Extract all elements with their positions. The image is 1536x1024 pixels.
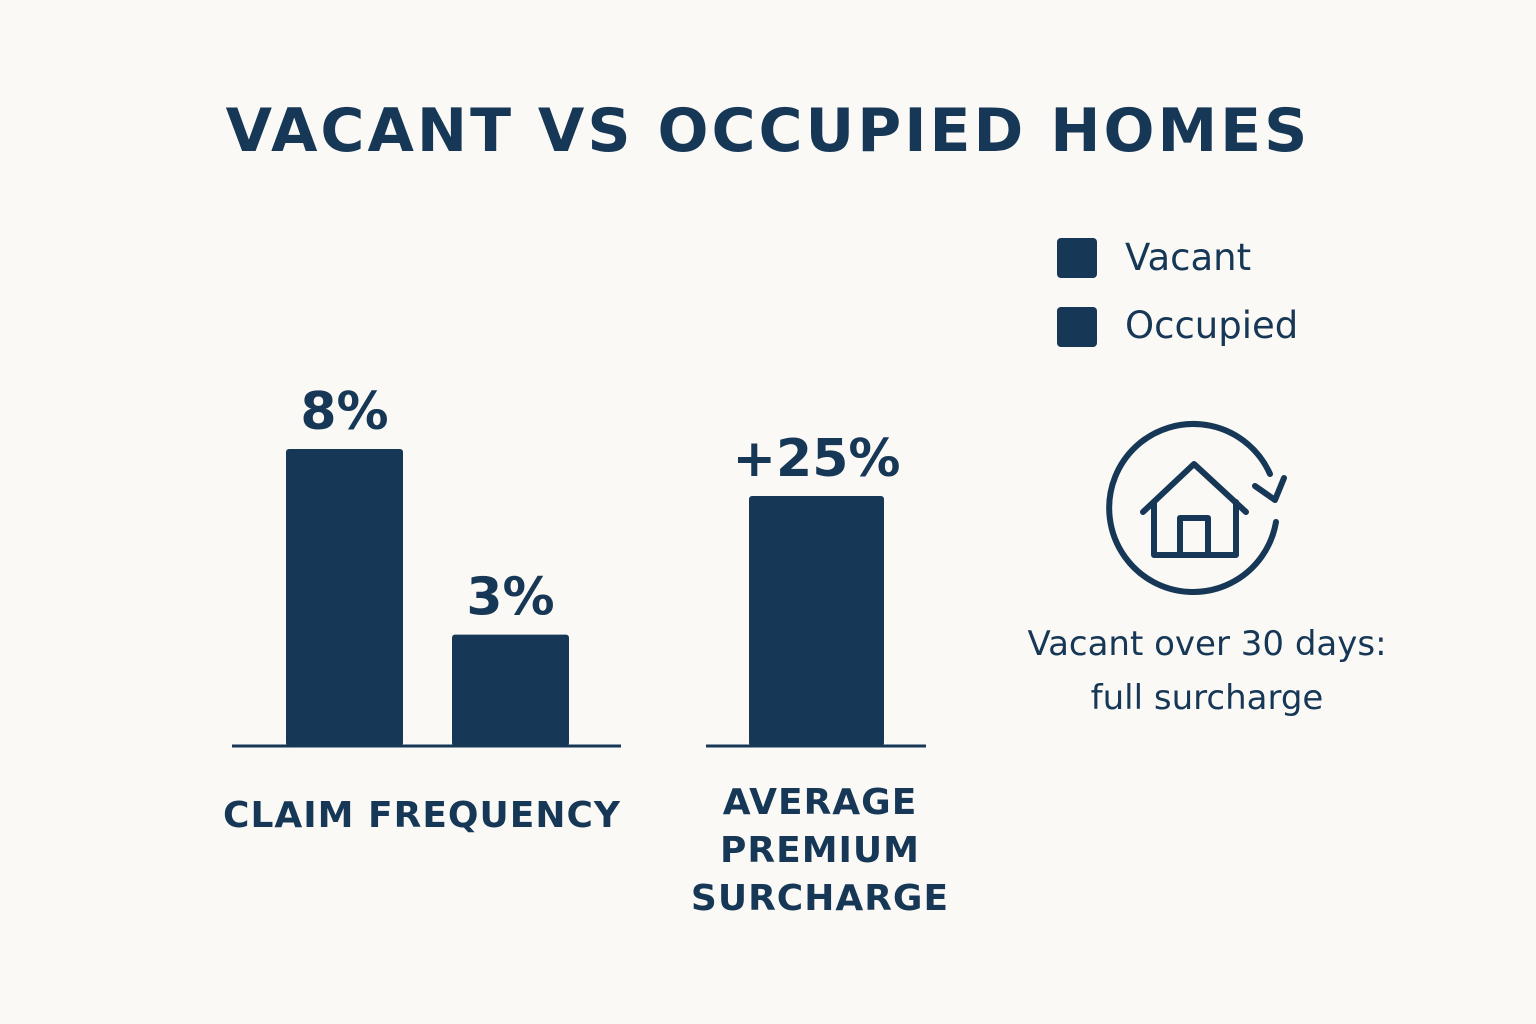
category-label-surcharge: AVERAGE PREMIUM SURCHARGE	[660, 779, 980, 923]
surcharge-line-1: AVERAGE	[722, 782, 918, 823]
note-line-2: full surcharge	[1090, 678, 1324, 718]
legend-swatch-occupied	[1057, 307, 1097, 347]
data-label: 8%	[300, 382, 388, 442]
legend-swatch-vacant	[1057, 238, 1097, 278]
data-label: 3%	[466, 568, 554, 628]
house-refresh-icon	[1106, 420, 1287, 595]
surcharge-line-3: SURCHARGE	[690, 878, 950, 919]
legend-label-vacant: Vacant	[1125, 236, 1252, 279]
note-line-1: Vacant over 30 days:	[1027, 624, 1387, 664]
legend-label-occupied: Occupied	[1125, 304, 1299, 347]
bar-vacant-0	[286, 449, 403, 746]
category-label-claim-frequency: CLAIM FREQUENCY	[223, 795, 621, 836]
bar-vacant-1	[749, 496, 884, 746]
chart-title: VACANT VS OCCUPIED HOMES	[225, 96, 1311, 166]
surcharge-line-2: PREMIUM	[720, 830, 920, 871]
data-label: +25%	[732, 429, 900, 489]
bar-occupied-0	[452, 634, 569, 746]
vacancy-note: Vacant over 30 days: full surcharge	[1007, 617, 1407, 725]
